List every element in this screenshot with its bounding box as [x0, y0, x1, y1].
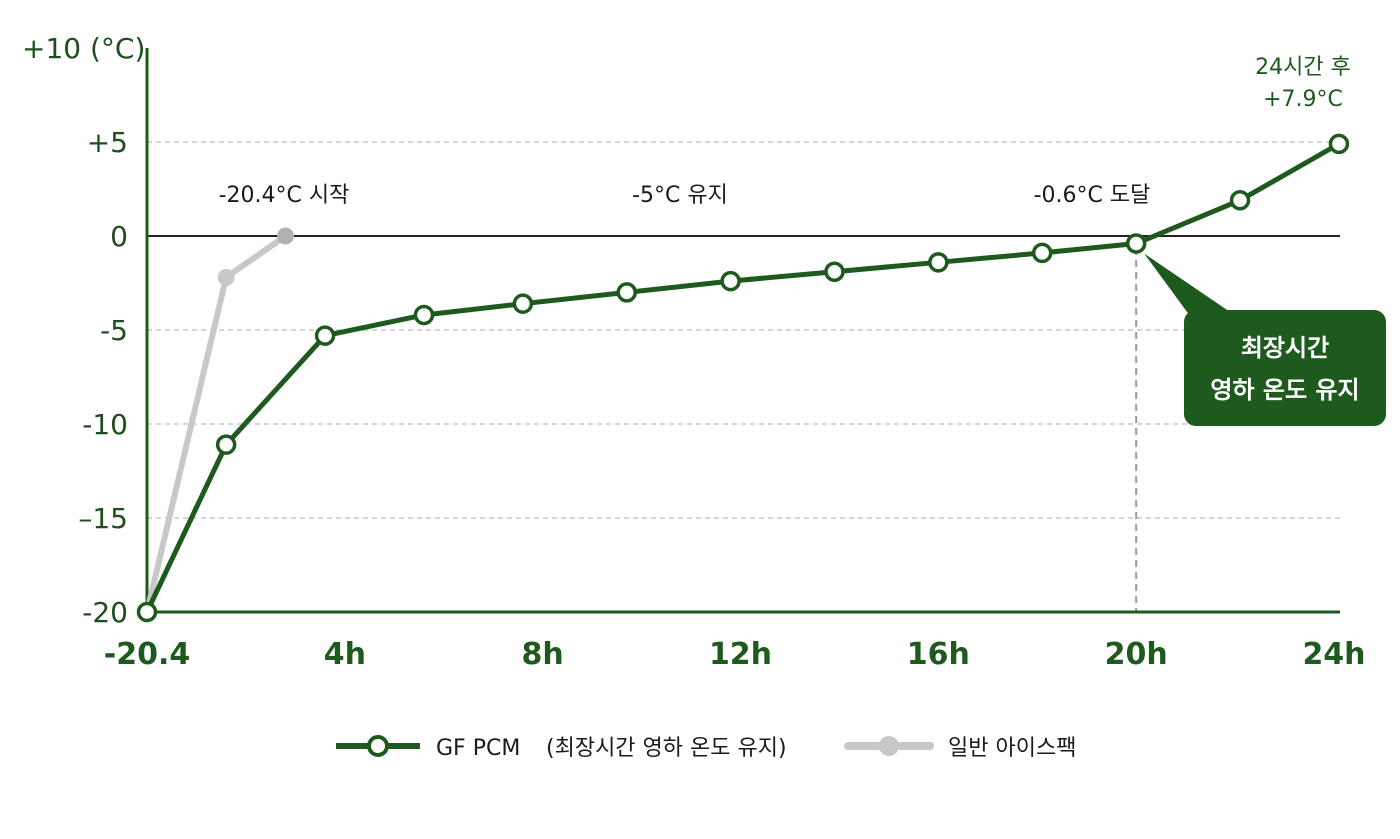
- annotation-hold: -5°C 유지: [632, 183, 728, 208]
- x-tick-label: 16h: [907, 637, 970, 672]
- ice-pack-point: [276, 227, 294, 245]
- series-line-gf-pcm: [144, 141, 1342, 615]
- legend-gf-pcm-label: GF PCM: [436, 736, 520, 761]
- gf-pcm-point: [616, 282, 637, 303]
- x-tick-label: -20.4: [104, 637, 190, 672]
- x-tick-label: 12h: [709, 637, 772, 672]
- gf-pcm-point: [215, 434, 237, 455]
- callout-box: [1184, 310, 1386, 426]
- gf-pcm-point: [1229, 190, 1251, 211]
- y-axis-ticks: +10 (°C) +5 0 -5 -10 –15 -20: [22, 32, 145, 629]
- y-tick-label: 0: [110, 220, 128, 253]
- legend: GF PCM (최장시간 영하 온도 유지) 일반 아이스팩: [336, 735, 1076, 761]
- callout-line1: 최장시간: [1241, 334, 1329, 362]
- gf-pcm-point: [824, 261, 845, 282]
- x-tick-label: 4h: [324, 637, 366, 672]
- y-tick-label: -10: [82, 408, 128, 441]
- y-tick-label: -20: [82, 596, 128, 629]
- legend-gf-pcm-suffix: (최장시간 영하 온도 유지): [546, 736, 787, 761]
- gf-pcm-point: [720, 270, 741, 292]
- ice-pack-point: [217, 268, 235, 286]
- gf-pcm-point: [512, 293, 534, 314]
- legend-ice-pack-label: 일반 아이스팩: [948, 736, 1076, 761]
- annotation-24h-line1: 24시간 후: [1255, 55, 1351, 80]
- legend-ice-pack-swatch-marker: [879, 736, 899, 756]
- x-tick-label: 24h: [1302, 637, 1365, 672]
- y-tick-label: –15: [78, 502, 128, 535]
- x-tick-label: 8h: [522, 637, 564, 672]
- gf-pcm-point: [413, 304, 435, 326]
- callout-pointer: [1144, 253, 1236, 316]
- gf-pcm-point: [928, 252, 949, 273]
- x-tick-label: 20h: [1105, 637, 1168, 672]
- annotation-24h-line2: +7.9°C: [1263, 87, 1343, 112]
- y-tick-label: +5: [87, 126, 128, 159]
- series-layer: [136, 133, 1350, 623]
- y-tick-label: -5: [100, 314, 128, 347]
- annotation-reach: -0.6°C 도달: [1034, 183, 1151, 208]
- gf-pcm-point: [1328, 133, 1350, 155]
- gf-pcm-point: [1031, 242, 1053, 264]
- annotation-start: -20.4°C 시작: [219, 183, 350, 208]
- annotations: -20.4°C 시작 -5°C 유지 -0.6°C 도달 24시간 후 +7.9°C: [219, 55, 1351, 208]
- legend-gf-pcm-swatch-marker: [367, 735, 389, 757]
- gf-pcm-point: [136, 601, 158, 623]
- gf-pcm-point: [1125, 233, 1147, 254]
- x-axis-ticks: -20.4 4h 8h 12h 16h 20h 24h: [104, 637, 1366, 672]
- gf-pcm-point: [314, 325, 336, 346]
- callout-line2: 영하 온도 유지: [1210, 376, 1359, 404]
- y-tick-label: +10 (°C): [22, 32, 145, 65]
